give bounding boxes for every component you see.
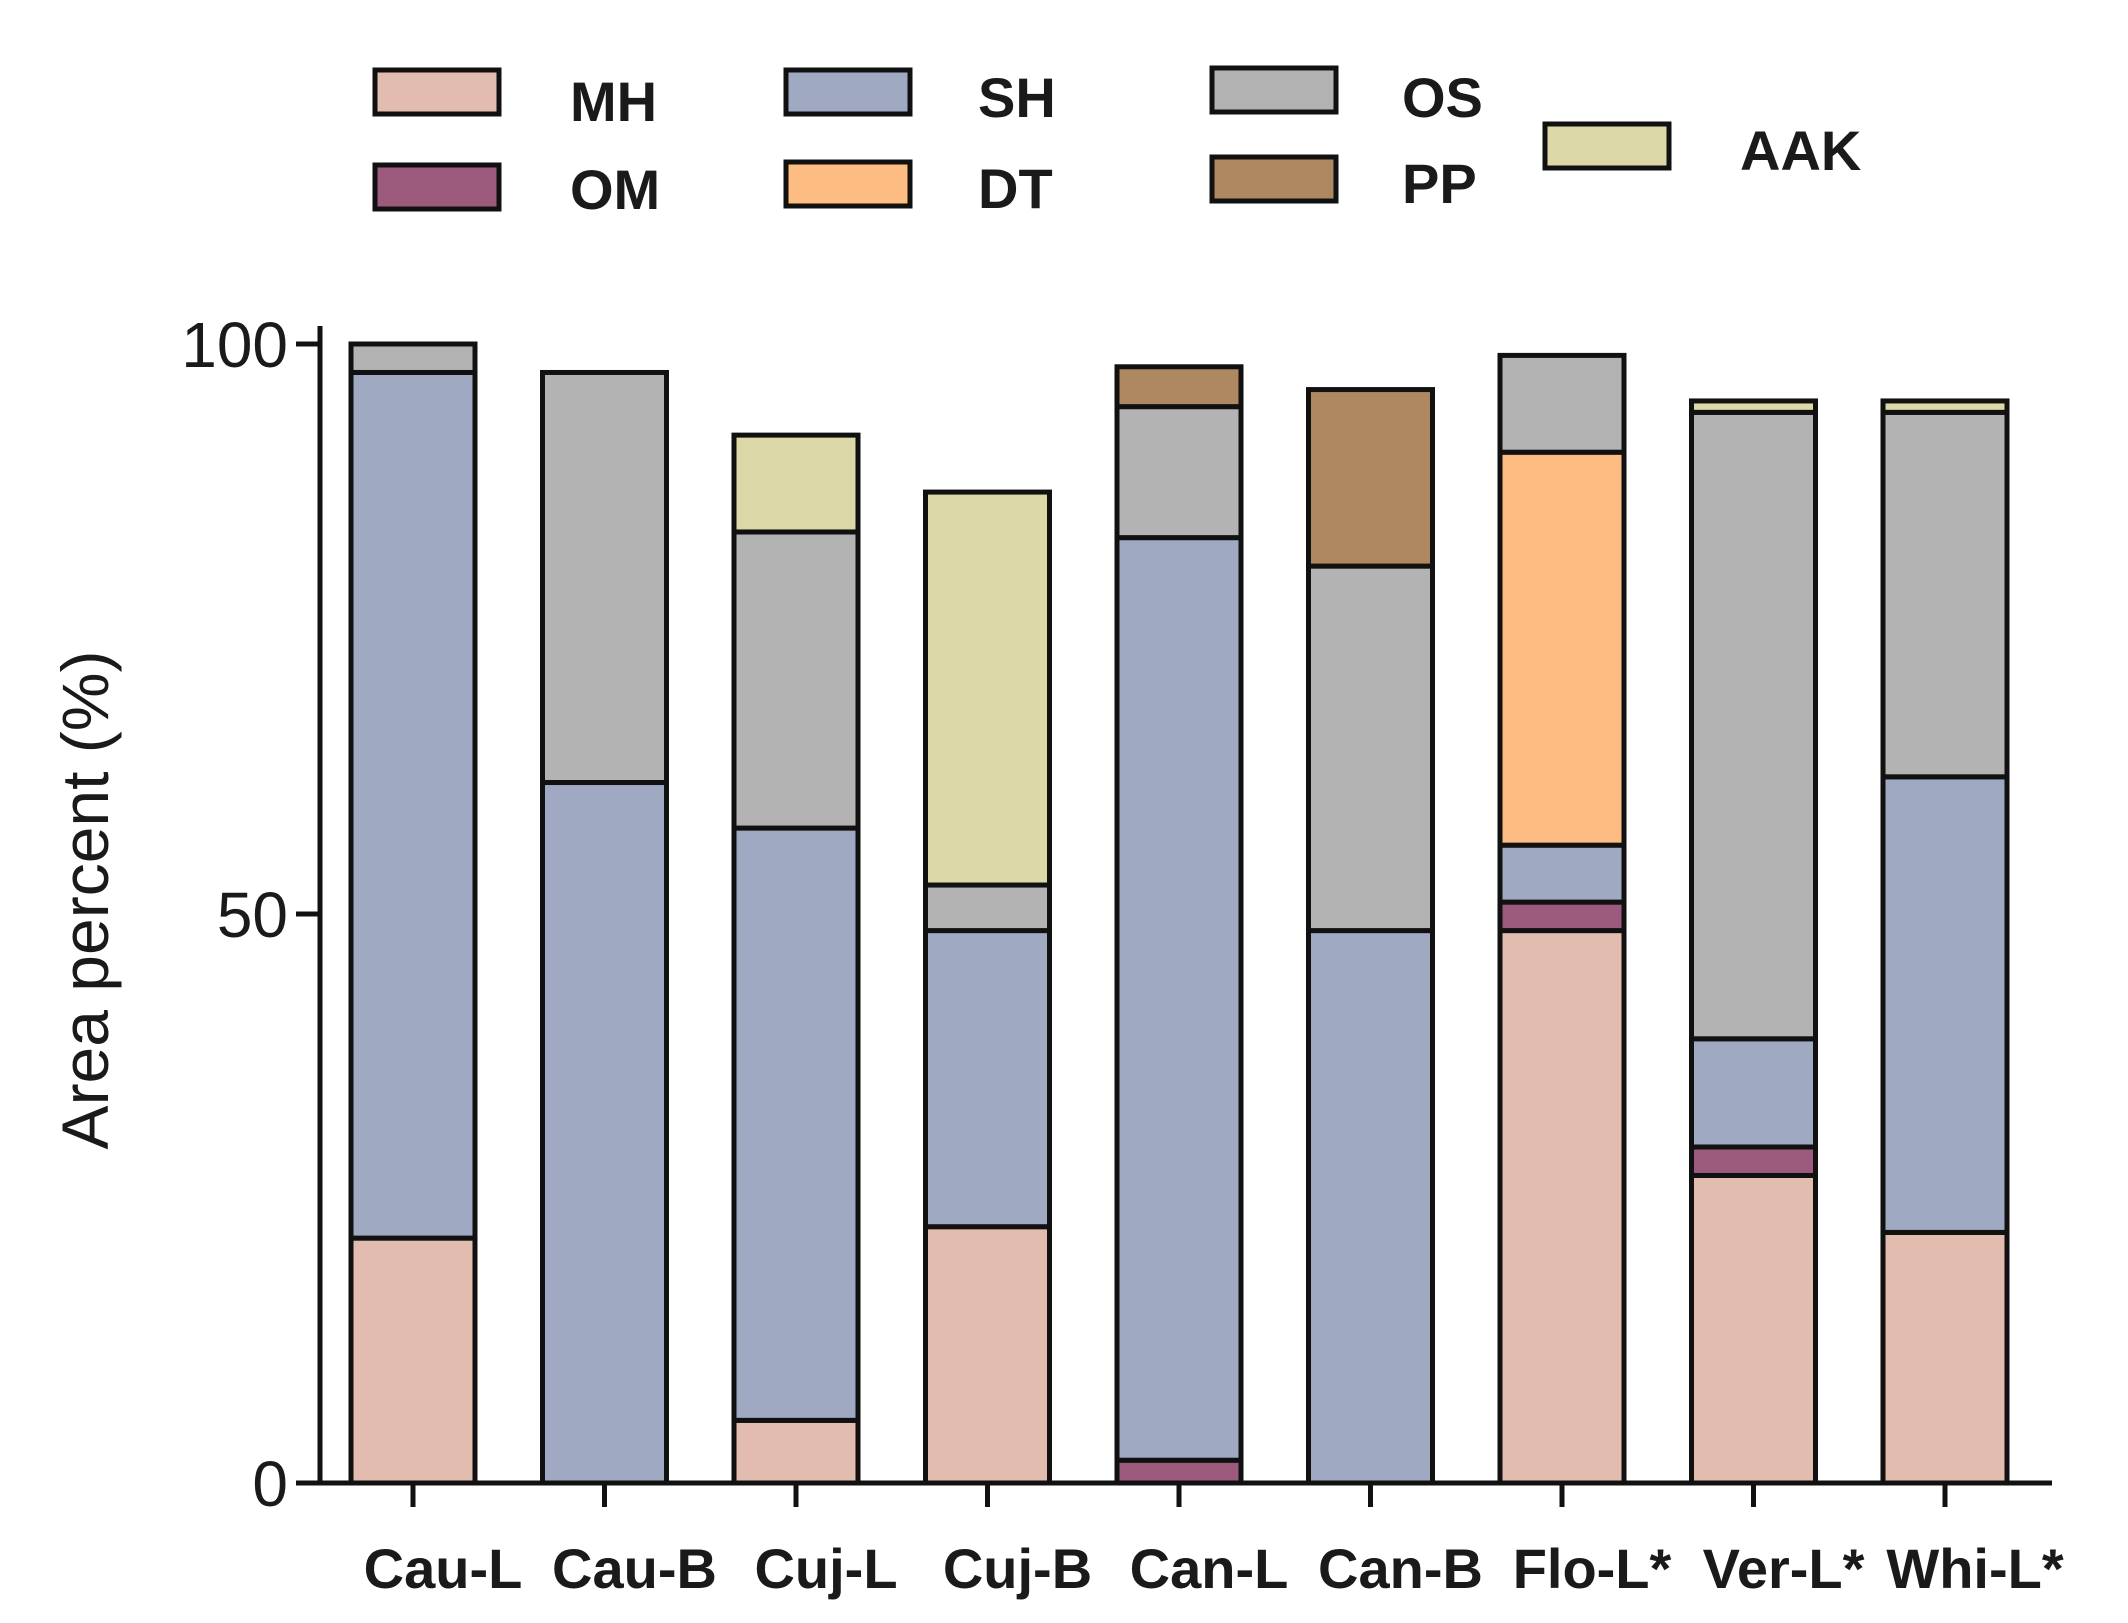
- x-tick-label-cuj-b: Cuj-B: [943, 1537, 1092, 1600]
- x-tick-label-whi-l: Whi-L*: [1886, 1537, 2063, 1600]
- bar-segment-cuj-l-mh: [731, 1417, 861, 1486]
- legend-swatch-om: [372, 162, 502, 212]
- bar-segment-can-l-os: [1114, 404, 1244, 541]
- legend-swatch-mh: [372, 67, 502, 117]
- legend: MH OM SH DT OS PP AAK: [372, 65, 1861, 221]
- x-tick-label-can-l: Can-L: [1130, 1537, 1289, 1600]
- legend-label-om: OM: [570, 158, 660, 221]
- bar-segment-cuj-b-os: [923, 882, 1052, 934]
- legend-label-dt: DT: [978, 157, 1053, 220]
- bar-segment-ver-l-os: [1689, 409, 1818, 1042]
- bar-segment-cau-b-sh: [540, 780, 669, 1486]
- bar-segment-can-l-sh: [1114, 535, 1244, 1463]
- x-tick-label-can-b: Can-B: [1318, 1537, 1483, 1600]
- y-tick-label-50: 50: [217, 879, 288, 951]
- bar-segment-flo-l-sh: [1497, 842, 1627, 905]
- x-ticks-group: Cau-L Cau-B Cuj-L Cuj-B Can-L Can-B Flo-L* Ver-…: [364, 1483, 2064, 1600]
- bar-segment-ver-l-om: [1689, 1144, 1818, 1178]
- legend-label-os: OS: [1402, 66, 1483, 129]
- bar-segment-cau-l-os: [348, 341, 478, 375]
- legend-swatch-pp: [1209, 154, 1339, 204]
- legend-label-aak: AAK: [1740, 119, 1861, 182]
- bar-segment-whi-l-sh: [1880, 774, 2010, 1235]
- x-tick-label-cau-b: Cau-B: [552, 1537, 717, 1600]
- bar-segment-cuj-l-aak: [731, 432, 861, 535]
- bar-segment-can-b-sh: [1306, 928, 1435, 1486]
- bar-segment-flo-l-om: [1497, 899, 1627, 934]
- bar-segment-flo-l-os: [1497, 352, 1627, 455]
- bar-segment-ver-l-aak: [1689, 398, 1818, 415]
- y-tick-label-0: 0: [252, 1448, 288, 1520]
- bar-segment-cuj-l-sh: [731, 825, 861, 1423]
- bar-segment-flo-l-dt: [1497, 449, 1627, 848]
- legend-swatch-dt: [783, 159, 913, 209]
- bar-segment-whi-l-os: [1880, 409, 2010, 780]
- x-tick-label-cuj-l: Cuj-L: [754, 1537, 897, 1600]
- bars-group: [348, 341, 2010, 1486]
- bar-segment-cuj-b-mh: [923, 1224, 1052, 1486]
- bar-segment-cau-b-os: [540, 369, 669, 786]
- legend-swatch-aak: [1542, 121, 1672, 171]
- bar-segment-cau-l-mh: [348, 1235, 478, 1486]
- x-tick-label-cau-l: Cau-L: [364, 1537, 523, 1600]
- bar-segment-cuj-b-sh: [923, 928, 1052, 1230]
- bar-segment-whi-l-aak: [1880, 398, 2010, 415]
- y-axis-title: Area percent (%): [48, 651, 122, 1150]
- bar-segment-cuj-b-aak: [923, 489, 1052, 888]
- x-tick-label-ver-l: Ver-L*: [1703, 1537, 1865, 1600]
- legend-swatch-os: [1209, 65, 1339, 115]
- y-tick-label-100: 100: [181, 309, 288, 381]
- bar-segment-cau-l-sh: [348, 369, 478, 1241]
- bar-segment-flo-l-mh: [1497, 928, 1627, 1486]
- x-tick-label-flo-l: Flo-L*: [1513, 1537, 1672, 1600]
- bar-segment-can-b-pp: [1306, 387, 1435, 569]
- bar-segment-can-b-os: [1306, 563, 1435, 934]
- legend-label-pp: PP: [1402, 152, 1477, 215]
- legend-label-sh: SH: [978, 66, 1056, 129]
- bar-segment-ver-l-mh: [1689, 1172, 1818, 1486]
- bar-segment-ver-l-sh: [1689, 1036, 1818, 1150]
- legend-label-mh: MH: [570, 70, 657, 133]
- legend-swatch-sh: [783, 67, 913, 117]
- bar-segment-whi-l-mh: [1880, 1229, 2010, 1486]
- bar-segment-cuj-l-os: [731, 529, 861, 831]
- bar-segment-can-l-pp: [1114, 364, 1244, 410]
- bar-segment-can-l-om: [1114, 1457, 1244, 1486]
